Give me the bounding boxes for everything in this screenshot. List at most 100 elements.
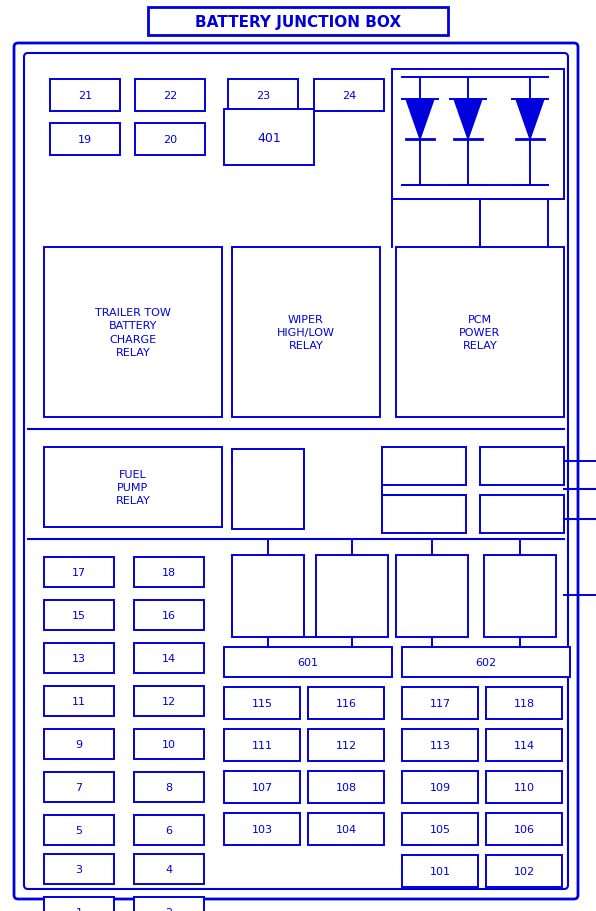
Polygon shape — [454, 100, 482, 140]
Bar — [232, 556, 304, 638]
Text: 111: 111 — [252, 740, 272, 750]
Polygon shape — [406, 100, 434, 140]
Text: 114: 114 — [513, 740, 535, 750]
Bar — [44, 854, 114, 884]
Bar — [486, 771, 562, 804]
Bar — [44, 558, 114, 588]
Text: 14: 14 — [162, 653, 176, 663]
Text: BATTERY JUNCTION BOX: BATTERY JUNCTION BOX — [195, 15, 401, 29]
Text: 20: 20 — [163, 135, 177, 145]
Bar — [382, 496, 466, 534]
Bar — [486, 814, 562, 845]
Text: 105: 105 — [430, 824, 451, 834]
Bar — [134, 815, 204, 845]
Text: 8: 8 — [166, 783, 173, 793]
Bar — [314, 80, 384, 112]
Text: 11: 11 — [72, 696, 86, 706]
Text: 118: 118 — [513, 698, 535, 708]
Bar — [232, 248, 380, 417]
Text: 401: 401 — [257, 131, 281, 144]
Bar — [44, 600, 114, 630]
Bar — [402, 648, 570, 677]
Bar — [44, 897, 114, 911]
Bar — [402, 814, 478, 845]
Text: 103: 103 — [252, 824, 272, 834]
Text: 117: 117 — [430, 698, 451, 708]
Bar — [44, 773, 114, 802]
Bar — [402, 687, 478, 719]
Bar — [44, 729, 114, 759]
Bar — [134, 686, 204, 716]
Text: 6: 6 — [166, 825, 172, 835]
Text: 107: 107 — [252, 783, 272, 793]
Text: TRAILER TOW
BATTERY
CHARGE
RELAY: TRAILER TOW BATTERY CHARGE RELAY — [95, 308, 171, 357]
Bar — [224, 687, 300, 719]
Bar — [148, 8, 448, 36]
Bar — [134, 558, 204, 588]
Bar — [308, 687, 384, 719]
Bar — [44, 447, 222, 527]
Text: 115: 115 — [252, 698, 272, 708]
Bar — [486, 729, 562, 762]
Bar — [134, 600, 204, 630]
Bar — [382, 447, 466, 486]
Text: 19: 19 — [78, 135, 92, 145]
Bar — [402, 855, 478, 887]
Bar — [134, 854, 204, 884]
Text: 17: 17 — [72, 568, 86, 578]
Text: 108: 108 — [336, 783, 356, 793]
Text: 9: 9 — [76, 739, 83, 749]
Text: 112: 112 — [336, 740, 356, 750]
Polygon shape — [516, 100, 544, 140]
Text: 113: 113 — [430, 740, 451, 750]
Text: 10: 10 — [162, 739, 176, 749]
Bar — [44, 643, 114, 673]
Text: 24: 24 — [342, 91, 356, 101]
Bar — [135, 80, 205, 112]
Bar — [50, 80, 120, 112]
Bar — [392, 70, 564, 200]
Text: 602: 602 — [476, 657, 496, 667]
Bar — [135, 124, 205, 156]
Bar — [484, 556, 556, 638]
Text: 106: 106 — [514, 824, 535, 834]
Text: 101: 101 — [430, 866, 451, 876]
Bar — [480, 447, 564, 486]
Bar — [396, 556, 468, 638]
Text: FUEL
PUMP
RELAY: FUEL PUMP RELAY — [116, 469, 150, 506]
Bar — [308, 771, 384, 804]
Text: WIPER
HIGH/LOW
RELAY: WIPER HIGH/LOW RELAY — [277, 314, 335, 351]
Bar — [316, 556, 388, 638]
Text: 3: 3 — [76, 864, 82, 874]
Text: PCM
POWER
RELAY: PCM POWER RELAY — [460, 314, 501, 351]
Text: 12: 12 — [162, 696, 176, 706]
Text: 21: 21 — [78, 91, 92, 101]
Text: 2: 2 — [166, 907, 173, 911]
Bar — [480, 496, 564, 534]
Text: 110: 110 — [514, 783, 535, 793]
Text: 102: 102 — [513, 866, 535, 876]
FancyBboxPatch shape — [14, 44, 578, 899]
Bar — [486, 855, 562, 887]
Bar — [228, 80, 298, 112]
Text: 23: 23 — [256, 91, 270, 101]
Text: 15: 15 — [72, 610, 86, 620]
Text: 4: 4 — [166, 864, 173, 874]
Bar — [224, 648, 392, 677]
Text: 5: 5 — [76, 825, 82, 835]
Bar — [134, 773, 204, 802]
Bar — [50, 124, 120, 156]
Bar — [308, 729, 384, 762]
Bar — [486, 687, 562, 719]
Bar — [232, 449, 304, 529]
Text: 18: 18 — [162, 568, 176, 578]
Bar — [224, 110, 314, 166]
Bar — [396, 248, 564, 417]
Bar — [308, 814, 384, 845]
Bar — [134, 643, 204, 673]
Bar — [402, 729, 478, 762]
Text: 116: 116 — [336, 698, 356, 708]
Bar — [134, 729, 204, 759]
Text: 22: 22 — [163, 91, 177, 101]
Bar — [44, 815, 114, 845]
